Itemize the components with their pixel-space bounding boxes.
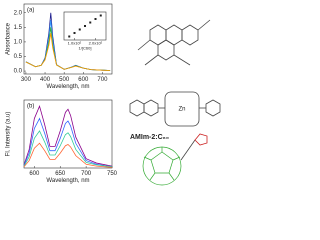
zn-label: Zn	[178, 107, 185, 113]
structure-porphyrin: Zn	[129, 91, 221, 127]
y-axis-label: Fl. Intensity (a.u)	[6, 112, 12, 157]
x-tick-label: 750	[107, 171, 118, 177]
point	[99, 14, 102, 17]
structure-fullerene	[142, 133, 208, 186]
y-tick-label: 2.0	[14, 10, 23, 16]
spectrum-line	[23, 142, 113, 168]
y-tick-label: 1.0	[14, 39, 23, 45]
structure-top	[137, 19, 211, 66]
y-tick-label: 0.5	[14, 54, 23, 60]
point	[84, 25, 86, 27]
x-tick-label: 700	[97, 77, 108, 83]
x-tick-label: 300	[21, 77, 32, 83]
x-tick-label: 600	[78, 77, 89, 83]
x-tick-label: 1.0x10⁵	[68, 41, 82, 46]
point	[94, 18, 97, 20]
point	[89, 21, 92, 24]
structure-label: AMIm-2:C₆₀	[130, 134, 169, 141]
panel-label: (a)	[27, 8, 34, 14]
x-tick-label: 400	[40, 77, 51, 83]
y-axis-label: Absorbance	[6, 22, 12, 55]
y-tick-label: 0.0	[14, 69, 23, 75]
figure: Zn AMIm-2:C₆₀ 300 400 500 600 700 0.0 0.5 1.0 1.…	[6, 3, 221, 186]
x-tick-label: 600	[29, 171, 40, 177]
panel-label: (b)	[27, 104, 34, 110]
plot-frame	[23, 99, 113, 169]
spectrum-line	[23, 104, 113, 167]
spectrum-line	[23, 130, 113, 168]
x-axis-label: 1/[C60]	[79, 45, 92, 50]
spectrum-line	[25, 33, 111, 71]
y-tick-label: 1.5	[14, 25, 23, 31]
x-axis-label: Wavelength, nm	[46, 178, 89, 184]
x-tick-label: 2.0x10⁵	[89, 41, 103, 46]
point	[73, 32, 76, 34]
x-axis-label: Wavelength, nm	[46, 84, 89, 90]
point	[68, 35, 71, 38]
x-tick-label: 650	[55, 171, 66, 177]
x-tick-label: 700	[81, 171, 92, 177]
spectrum-line	[23, 117, 113, 168]
point	[78, 28, 81, 31]
x-tick-label: 500	[59, 77, 70, 83]
page: {"structure_label": "AMIm-2:C₆₀", "chart…	[5, 3, 221, 186]
